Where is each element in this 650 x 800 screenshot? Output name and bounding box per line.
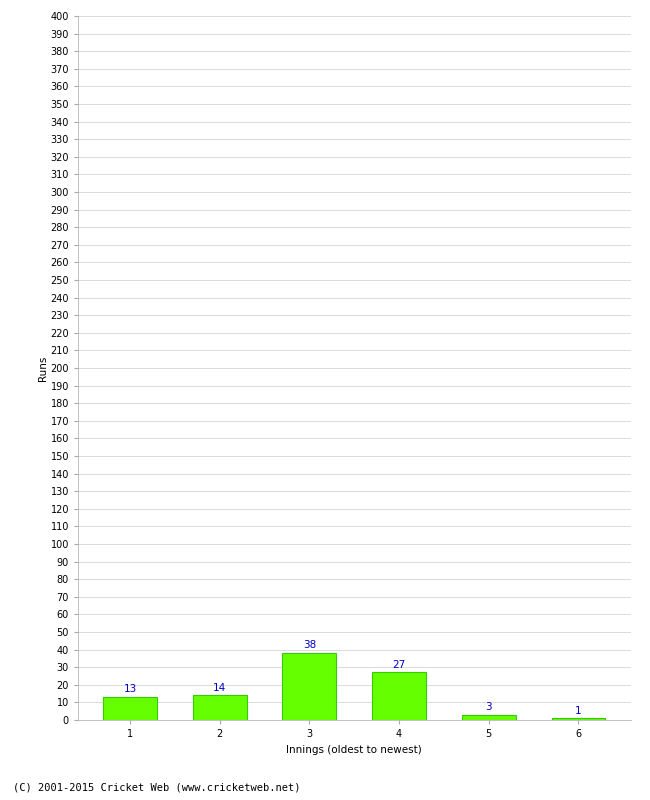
Y-axis label: Runs: Runs [38, 355, 47, 381]
Text: 27: 27 [393, 660, 406, 670]
Bar [193, 695, 246, 720]
Text: 3: 3 [486, 702, 492, 712]
Text: 38: 38 [303, 641, 316, 650]
Bar [103, 697, 157, 720]
Bar [552, 718, 605, 720]
Bar [283, 653, 336, 720]
Bar [462, 714, 515, 720]
X-axis label: Innings (oldest to newest): Innings (oldest to newest) [287, 745, 422, 754]
Text: (C) 2001-2015 Cricket Web (www.cricketweb.net): (C) 2001-2015 Cricket Web (www.cricketwe… [13, 782, 300, 792]
Text: 14: 14 [213, 682, 226, 693]
Text: 13: 13 [124, 685, 136, 694]
Text: 1: 1 [575, 706, 582, 715]
Bar [372, 673, 426, 720]
